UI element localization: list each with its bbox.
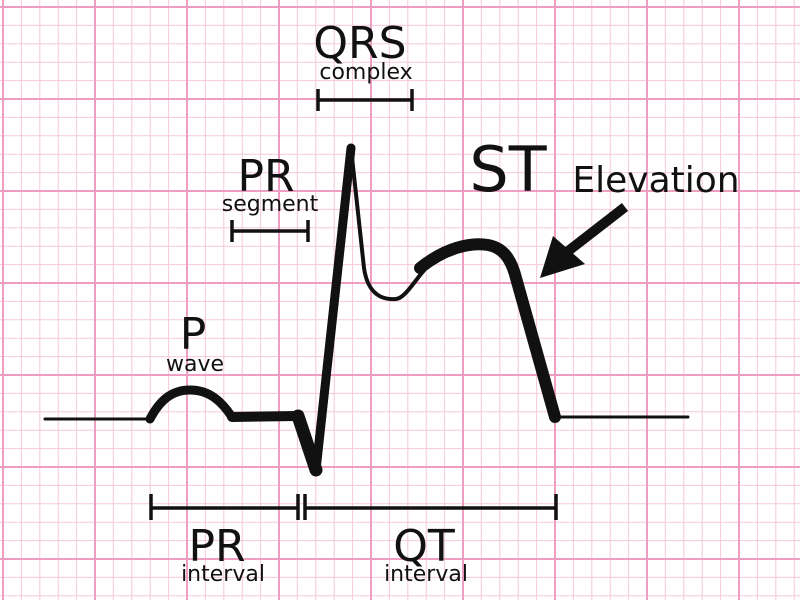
qt-interval-subtitle: interval [384,562,468,587]
st-elevation-trace [414,238,561,423]
qt-interval-title: QT [393,521,455,572]
pr-segment-trace [227,411,303,422]
pr-interval-title: PR [188,521,245,572]
p-wave-trace [145,385,237,424]
qrs-title: QRS [313,18,406,69]
pr-segment-bracket [230,220,310,242]
ecg-trace [43,143,690,477]
p-wave-title: P [180,309,207,360]
pr-interval-subtitle: interval [181,562,265,587]
r-upstroke-trace [311,143,356,475]
st-title: ST [469,133,547,206]
pr-interval-bracket [149,494,300,520]
st-subtitle: Elevation [572,160,739,201]
arrow-icon [540,203,629,278]
pr-segment-title: PR [237,151,294,202]
pr-segment-subtitle: segment [222,192,319,217]
qrs-subtitle: complex [319,60,412,85]
p-wave-subtitle: wave [166,352,224,377]
qt-interval-bracket [303,494,558,520]
qrs-bracket [316,89,414,111]
